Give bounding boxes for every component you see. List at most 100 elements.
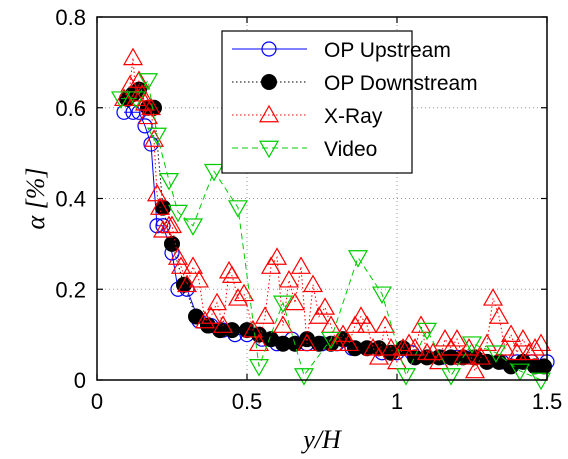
series-3-point — [227, 200, 249, 218]
y-tick-label: 0.2 — [55, 277, 86, 302]
series-2-point — [140, 97, 162, 116]
series-2-point — [290, 256, 312, 274]
series-2-point — [470, 347, 492, 365]
axis-ticks — [96, 16, 548, 381]
series-3-point — [440, 368, 462, 386]
series-3-point — [509, 363, 531, 382]
series-3-point — [182, 218, 204, 236]
series-3-point — [146, 127, 168, 146]
series-2-point — [113, 88, 135, 107]
legend-label-0: OP Upstream — [324, 39, 451, 62]
series-2-point — [500, 324, 522, 342]
series-2-point — [302, 274, 324, 293]
series-2-point — [146, 183, 168, 202]
series-2-point — [131, 83, 153, 102]
series-3-point — [110, 91, 132, 109]
series-2-point — [512, 328, 534, 347]
legend-label-2: X-Ray — [324, 105, 383, 128]
series-2-point — [338, 333, 360, 352]
series-2-point — [278, 269, 300, 288]
series-2-point — [260, 256, 282, 274]
series-2-point — [452, 347, 474, 365]
series-3-point — [485, 345, 507, 363]
series-2-point — [221, 265, 243, 283]
series-3-point — [461, 336, 483, 354]
series-2-point — [200, 306, 222, 324]
series-2-point — [122, 47, 144, 66]
series-0-point — [137, 118, 153, 134]
series-layer — [110, 47, 555, 391]
x-tick-label: 0 — [91, 389, 103, 414]
series-2-point — [182, 256, 204, 274]
series-2-point — [404, 338, 426, 356]
y-tick-label: 0.8 — [55, 5, 86, 30]
series-2-point — [254, 306, 276, 324]
series-2-point — [170, 256, 192, 274]
series-2-point — [161, 215, 183, 234]
legend-label-3: Video — [324, 138, 377, 161]
series-2-point — [458, 338, 480, 356]
series-2-point — [530, 333, 552, 352]
series-2-point — [242, 319, 264, 338]
series-2-point — [227, 288, 249, 306]
series-3-point — [248, 359, 270, 377]
series-2-point — [476, 333, 498, 352]
series-2-point — [233, 283, 255, 302]
legend-marker-3 — [258, 140, 280, 159]
series-2-point — [464, 360, 486, 379]
x-tick-label: 1 — [391, 389, 403, 414]
series-3-point — [158, 173, 180, 191]
legend-marker-2 — [258, 104, 280, 123]
legend-marker-1 — [261, 74, 277, 90]
x-axis-label: y/H — [300, 425, 342, 454]
series-2-point — [482, 288, 504, 306]
series-2-point — [362, 338, 384, 356]
series-2-point — [284, 292, 306, 311]
series-1 — [119, 81, 552, 375]
series-2-point — [128, 70, 150, 88]
series-2-point — [392, 338, 414, 356]
series-2-point — [143, 129, 165, 147]
series-2-point — [248, 333, 270, 352]
series-2-point — [380, 338, 402, 356]
series-3-point — [203, 163, 225, 182]
series-1-point — [224, 322, 240, 339]
x-tick-labels: 0 0.5 1 1.5 — [91, 389, 562, 414]
series-3-point — [293, 368, 315, 386]
series-2-point — [434, 328, 456, 347]
series-3-point — [371, 286, 393, 304]
series-2-point — [506, 342, 528, 361]
series-3-point — [395, 368, 417, 386]
series-2-point — [167, 247, 189, 265]
legend-box — [221, 30, 413, 174]
series-2-point — [332, 324, 354, 342]
series-3-point — [530, 372, 552, 391]
series-1-point — [536, 358, 552, 375]
series-2-point — [266, 247, 288, 265]
series-2-point — [326, 333, 348, 352]
series-2-point — [188, 269, 210, 288]
series-2-point — [344, 315, 366, 333]
y-tick-label: 0.6 — [55, 96, 86, 121]
series-3-point — [137, 73, 159, 91]
y-tick-label: 0 — [74, 368, 86, 393]
series-2-point — [350, 306, 372, 324]
series-2-point — [296, 333, 318, 352]
series-2-point — [524, 338, 546, 356]
legend-marker-0 — [261, 41, 277, 57]
series-2-point — [356, 315, 378, 333]
series-2-point — [137, 106, 159, 125]
series-2-point — [518, 342, 540, 361]
series-3-point — [320, 331, 342, 350]
series-2-point — [368, 347, 390, 365]
series-3-point — [347, 250, 369, 268]
series-2-point — [152, 220, 174, 238]
series-2-point — [194, 310, 216, 329]
series-2-point — [422, 342, 444, 361]
series-2-point — [212, 315, 234, 333]
legend-label-1: OP Downstream — [324, 72, 478, 95]
y-axis-label: α [%] — [21, 167, 50, 229]
series-3 — [110, 73, 552, 391]
series-2-point — [272, 315, 294, 333]
